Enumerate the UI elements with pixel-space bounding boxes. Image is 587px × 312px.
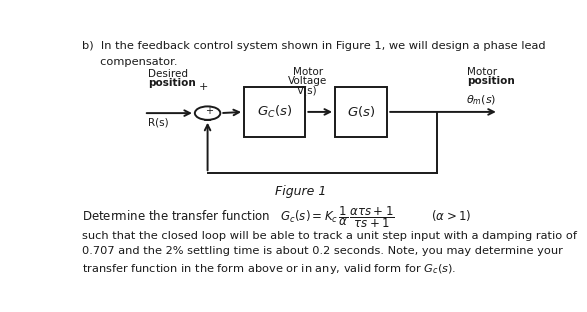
Text: Determine the transfer function   $G_c(s)=K_c\,\dfrac{1}{\alpha}\,\dfrac{\alpha\: Determine the transfer function $G_c(s)=… [82,204,472,230]
Text: +: + [198,82,208,92]
Text: Desired: Desired [149,69,188,79]
Text: transfer function in the form above or in any, valid form for $G_c(s)$.: transfer function in the form above or i… [82,262,457,276]
Text: +: + [205,106,213,116]
Text: Figure 1: Figure 1 [275,185,326,198]
Text: R(s): R(s) [149,118,169,128]
Text: Motor: Motor [292,67,323,77]
Text: V(s): V(s) [298,85,318,95]
Text: Motor: Motor [467,67,497,77]
Text: position: position [149,78,196,88]
Text: compensator.: compensator. [82,57,178,67]
Text: $-$: $-$ [201,114,212,124]
FancyBboxPatch shape [244,87,305,137]
Text: $G(s)$: $G(s)$ [347,105,375,119]
Text: 0.707 and the 2% settling time is about 0.2 seconds. Note, you may determine you: 0.707 and the 2% settling time is about … [82,246,564,256]
Text: position: position [467,76,515,86]
Text: b)  In the feedback control system shown in Figure 1, we will design a phase lea: b) In the feedback control system shown … [82,41,546,51]
Text: $\theta_m(s)$: $\theta_m(s)$ [465,94,496,108]
Text: such that the closed loop will be able to track a unit step input with a damping: such that the closed loop will be able t… [82,231,578,241]
Text: Voltage: Voltage [288,76,328,86]
FancyBboxPatch shape [335,87,387,137]
Text: $G_C(s)$: $G_C(s)$ [257,104,292,120]
